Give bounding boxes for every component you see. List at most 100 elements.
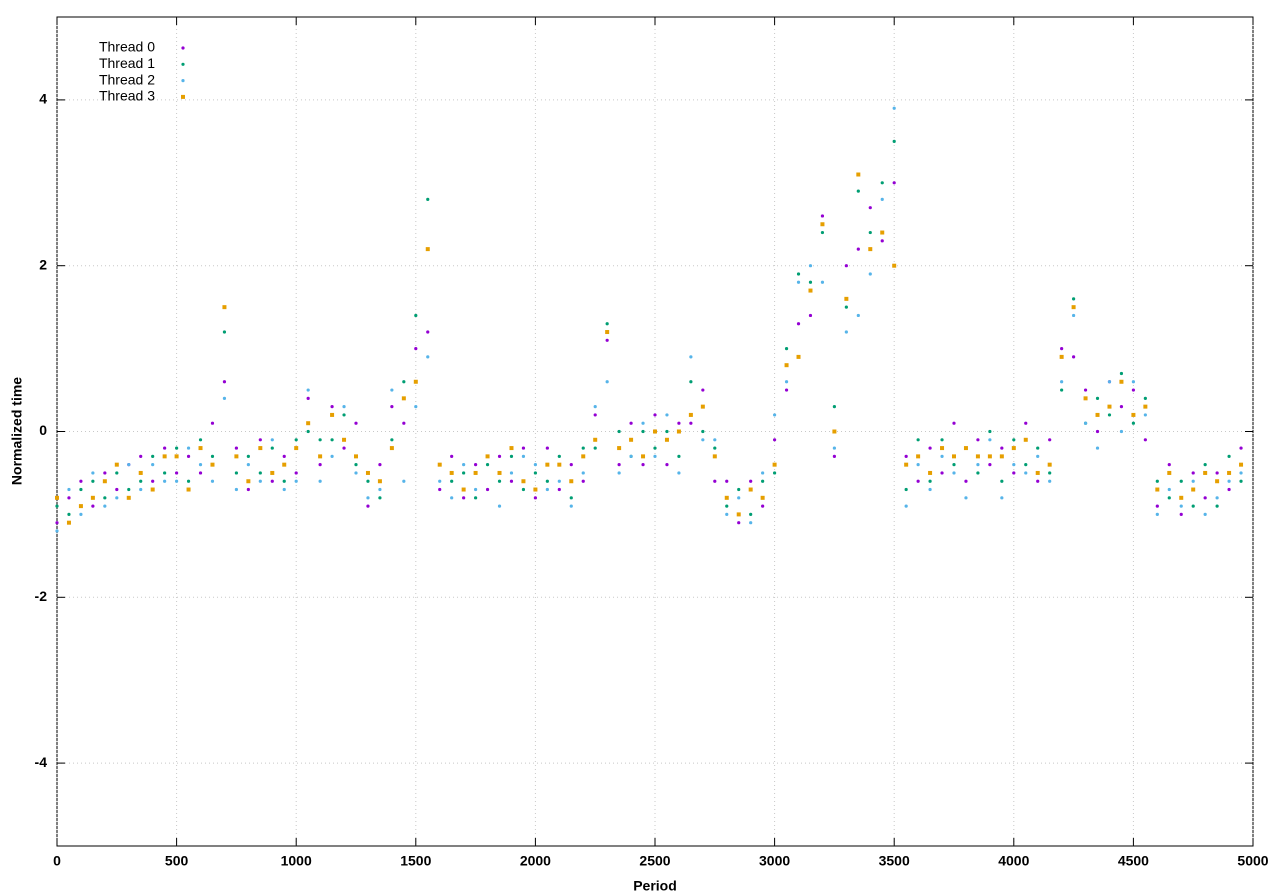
scatter-point	[1203, 496, 1207, 500]
scatter-point	[773, 438, 777, 442]
scatter-point	[270, 479, 274, 483]
scatter-point	[976, 471, 980, 475]
legend-marker	[181, 62, 185, 66]
scatter-point	[952, 421, 956, 425]
scatter-point	[880, 239, 884, 243]
legend-label: Thread 2	[99, 71, 155, 87]
scatter-point	[940, 471, 944, 475]
scatter-point	[1239, 462, 1244, 467]
scatter-point	[115, 487, 119, 492]
scatter-point	[90, 495, 95, 500]
scatter-point	[629, 437, 634, 442]
scatter-point	[1083, 396, 1088, 401]
scatter-point	[342, 413, 346, 417]
scatter-point	[856, 172, 861, 177]
scatter-point	[497, 479, 502, 483]
scatter-point	[820, 214, 825, 218]
scatter-point	[940, 438, 944, 442]
scatter-point	[892, 181, 896, 185]
scatter-point	[414, 405, 418, 409]
scatter-point	[617, 429, 621, 434]
scatter-point	[916, 454, 921, 459]
scatter-point	[306, 396, 310, 400]
scatter-point	[282, 479, 286, 483]
scatter-point	[1131, 380, 1135, 384]
scatter-point	[1143, 413, 1147, 417]
scatter-point	[1000, 479, 1004, 483]
scatter-point	[844, 264, 848, 268]
scatter-point	[521, 479, 526, 484]
scatter-point	[378, 463, 382, 467]
scatter-point	[748, 487, 753, 492]
scatter-point	[856, 313, 860, 318]
scatter-point	[414, 313, 418, 318]
scatter-point	[162, 454, 167, 459]
scatter-point	[210, 421, 215, 425]
scatter-point	[928, 479, 932, 483]
x-tick-label: 2500	[639, 853, 670, 869]
scatter-point	[1036, 454, 1040, 458]
scatter-point	[413, 379, 418, 384]
scatter-point	[1095, 446, 1100, 450]
scatter-point	[988, 429, 992, 434]
scatter-point	[282, 454, 286, 458]
scatter-point	[509, 471, 514, 475]
scatter-point	[581, 446, 585, 450]
scatter-point	[677, 471, 681, 475]
scatter-point	[761, 479, 765, 483]
scatter-point	[234, 454, 239, 459]
scatter-point	[1048, 479, 1052, 483]
scatter-point	[1191, 487, 1196, 492]
scatter-point	[1191, 471, 1195, 475]
scatter-point	[163, 446, 167, 450]
scatter-point	[55, 521, 59, 525]
scatter-point	[1072, 297, 1076, 301]
x-tick-label: 1000	[281, 853, 312, 869]
scatter-point	[1083, 421, 1088, 425]
scatter-point	[1047, 462, 1052, 467]
scatter-point	[318, 463, 322, 467]
scatter-point	[1095, 412, 1100, 417]
scatter-point	[1143, 438, 1147, 442]
scatter-point	[928, 446, 932, 450]
scatter-point	[1191, 504, 1195, 508]
scatter-point	[186, 487, 191, 492]
scatter-point	[1179, 479, 1183, 483]
scatter-point	[294, 446, 299, 451]
scatter-point	[641, 421, 645, 425]
scatter-point	[234, 446, 238, 450]
scatter-point	[533, 496, 538, 500]
scatter-point	[964, 496, 968, 500]
scatter-point	[1072, 355, 1076, 359]
scatter-point	[1203, 470, 1208, 475]
scatter-point	[127, 487, 131, 492]
scatter-point	[139, 454, 143, 458]
scatter-point	[366, 504, 370, 508]
scatter-point	[1167, 487, 1171, 492]
scatter-point	[91, 479, 95, 483]
scatter-point	[868, 230, 872, 235]
scatter-point	[796, 354, 801, 359]
scatter-point	[79, 479, 83, 483]
scatter-point	[677, 454, 681, 458]
scatter-point	[1227, 470, 1232, 475]
scatter-point	[234, 487, 238, 492]
scatter-point	[1048, 438, 1052, 442]
scatter-point	[737, 496, 741, 500]
scatter-point	[1072, 313, 1076, 318]
scatter-point	[318, 479, 322, 483]
scatter-point	[665, 429, 669, 434]
scatter-point	[784, 347, 789, 351]
scatter-point	[115, 471, 119, 475]
scatter-point	[330, 454, 334, 458]
scatter-point	[557, 479, 561, 483]
scatter-point	[617, 471, 621, 475]
scatter-point	[569, 504, 573, 508]
scatter-point	[773, 471, 777, 475]
scatter-point	[820, 280, 825, 284]
scatter-point	[629, 454, 633, 458]
scatter-point	[1227, 454, 1231, 458]
scatter-point	[509, 454, 514, 458]
scatter-point	[545, 479, 549, 483]
